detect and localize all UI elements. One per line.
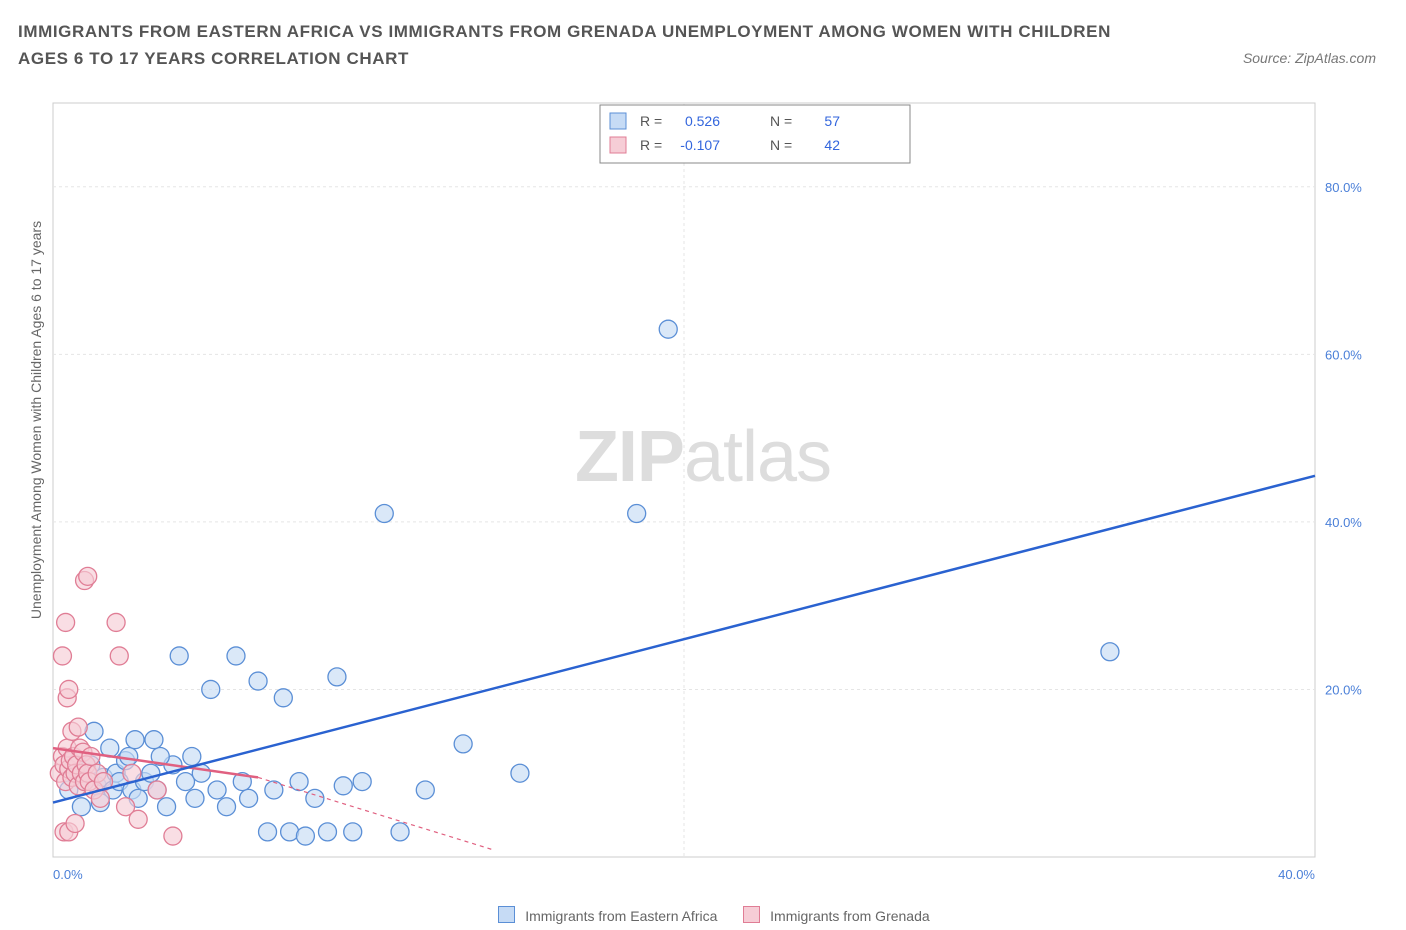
legend-swatch-eastern-africa (498, 906, 515, 923)
svg-text:60.0%: 60.0% (1325, 347, 1362, 362)
svg-text:57: 57 (824, 113, 840, 129)
svg-text:0.0%: 0.0% (53, 867, 83, 882)
svg-text:0.526: 0.526 (685, 113, 720, 129)
correlation-scatter-chart: 20.0% 40.0% 60.0% 80.0% 0.0% 40.0% R = 0.526 N =… (45, 95, 1385, 895)
svg-text:20.0%: 20.0% (1325, 682, 1362, 697)
svg-text:40.0%: 40.0% (1325, 515, 1362, 530)
svg-text:-0.107: -0.107 (680, 137, 720, 153)
bottom-legend: Immigrants from Eastern Africa Immigrant… (0, 906, 1406, 924)
svg-text:40.0%: 40.0% (1278, 867, 1315, 882)
svg-text:N =: N = (770, 113, 792, 129)
y-axis-label: Unemployment Among Women with Children A… (28, 120, 44, 720)
source-label: Source: ZipAtlas.com (1243, 50, 1376, 66)
svg-text:R =: R = (640, 113, 662, 129)
svg-text:42: 42 (824, 137, 840, 153)
svg-text:R =: R = (640, 137, 662, 153)
svg-text:N =: N = (770, 137, 792, 153)
svg-text:80.0%: 80.0% (1325, 180, 1362, 195)
legend-label-grenada: Immigrants from Grenada (770, 908, 930, 924)
legend-swatch-grenada (743, 906, 760, 923)
chart-title: IMMIGRANTS FROM EASTERN AFRICA VS IMMIGR… (18, 18, 1118, 72)
legend-label-eastern-africa: Immigrants from Eastern Africa (525, 908, 717, 924)
